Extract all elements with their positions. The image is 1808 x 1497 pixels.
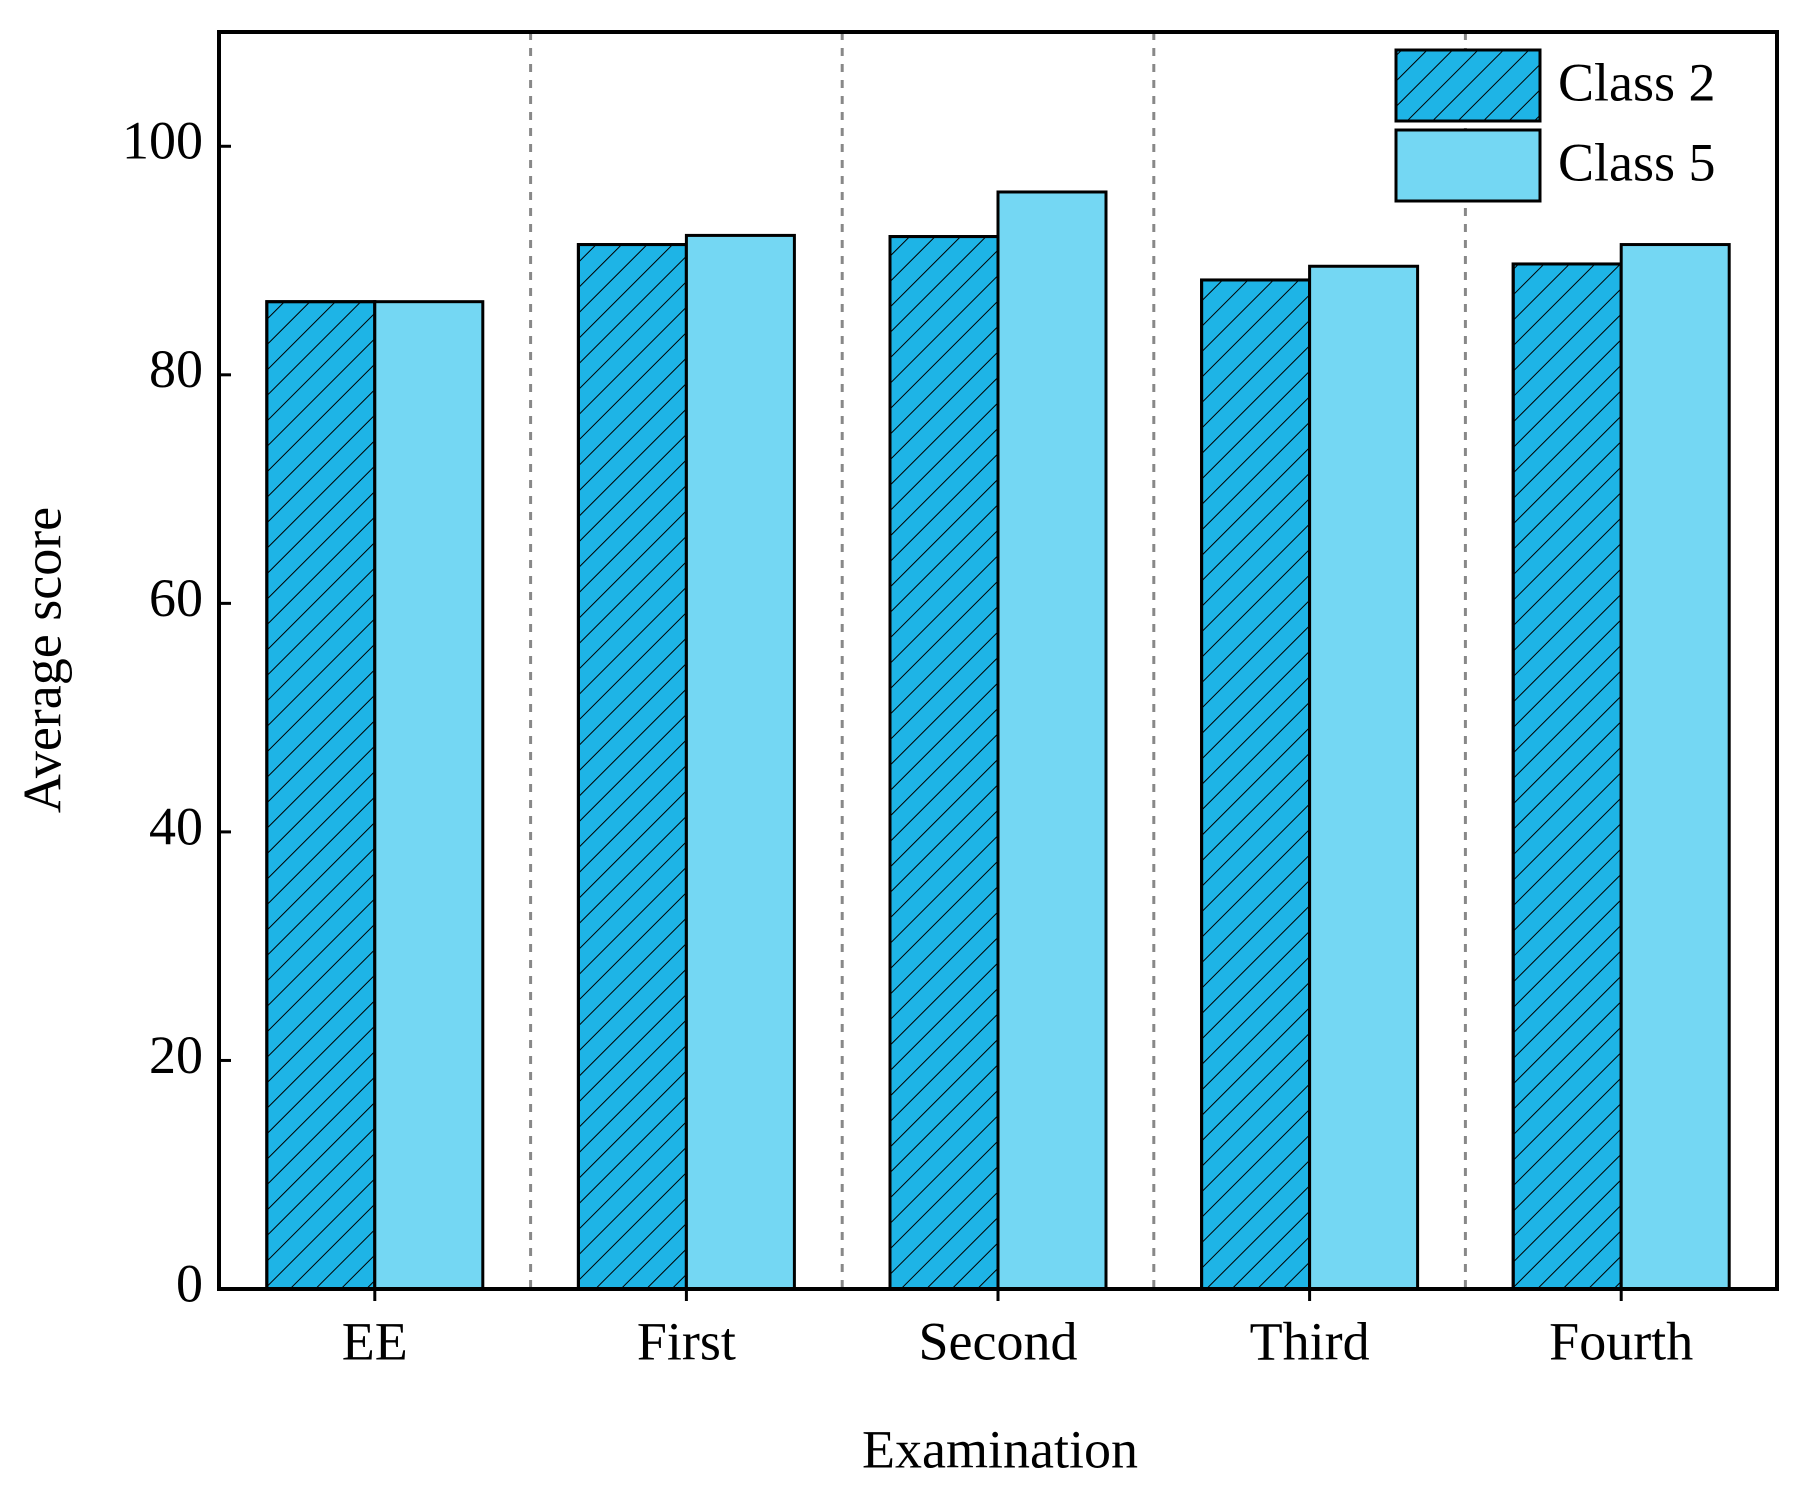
bar-hatch [265, 300, 377, 1291]
y-tick-label: 40 [149, 796, 203, 856]
y-tick-label: 80 [149, 339, 203, 399]
y-tick-label: 20 [149, 1025, 203, 1085]
x-tick-label: EE [342, 1311, 408, 1371]
bar [684, 233, 796, 1291]
y-tick-label: 60 [149, 568, 203, 628]
bar-hatch [576, 243, 688, 1291]
legend-hatch [1394, 48, 1542, 123]
bar [1308, 264, 1420, 1291]
x-tick-label: Second [919, 1311, 1078, 1371]
y-tick-label: 100 [122, 111, 203, 171]
bar [1619, 243, 1731, 1291]
x-tick-label: First [637, 1311, 736, 1371]
plot-frame [217, 30, 1779, 1291]
y-tick-label: 0 [176, 1253, 203, 1313]
bar [373, 300, 485, 1291]
bar-hatch [1511, 262, 1623, 1291]
x-tick-label: Fourth [1549, 1311, 1693, 1371]
legend-label: Class 5 [1558, 132, 1716, 192]
bar-hatch [888, 235, 1000, 1291]
y-axis-label: Average score [12, 507, 72, 813]
x-tick-label: Third [1250, 1311, 1370, 1371]
bar [996, 190, 1108, 1291]
legend-label: Class 2 [1558, 52, 1716, 112]
x-axis-label: Examination [862, 1419, 1138, 1479]
legend-swatch [1394, 128, 1542, 203]
bar-hatch [1200, 278, 1312, 1291]
